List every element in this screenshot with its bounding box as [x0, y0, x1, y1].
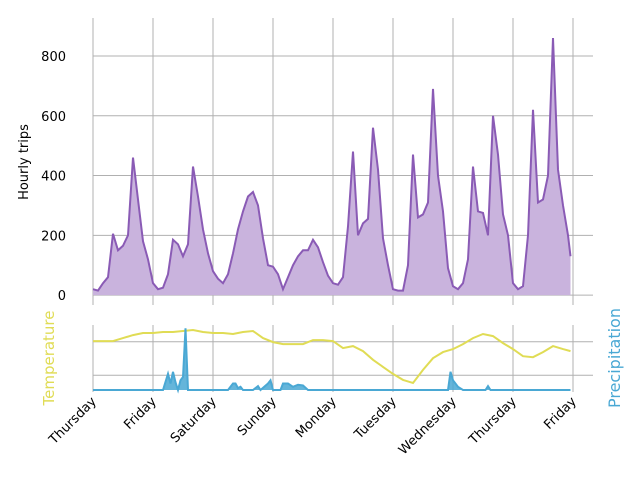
y-axis-label: Temperature	[40, 310, 58, 406]
line	[93, 328, 571, 394]
x-tick-label: Wednesday	[396, 394, 460, 458]
x-tick-label: Monday	[293, 394, 340, 441]
x-tick-label: Thursday	[466, 394, 520, 448]
x-tick-label: Sunday	[235, 394, 280, 439]
y-axis-label: Hourly trips	[17, 124, 32, 200]
y-tick-label: 800	[41, 50, 66, 65]
y-tick-label: 400	[41, 170, 66, 185]
y-tick-label: 600	[41, 110, 66, 125]
area	[93, 328, 571, 391]
x-tick-label: Tuesday	[351, 394, 400, 443]
line	[93, 328, 571, 385]
x-tick-label: Friday	[121, 394, 160, 433]
x-tick-label: Friday	[541, 394, 580, 433]
y-tick-label: 200	[41, 229, 66, 244]
x-tick-label: Saturday	[168, 394, 220, 446]
y2-axis-label: Precipitation	[605, 308, 624, 408]
area	[93, 38, 571, 296]
y-tick-label: 0	[58, 289, 66, 304]
line	[92, 37, 572, 293]
